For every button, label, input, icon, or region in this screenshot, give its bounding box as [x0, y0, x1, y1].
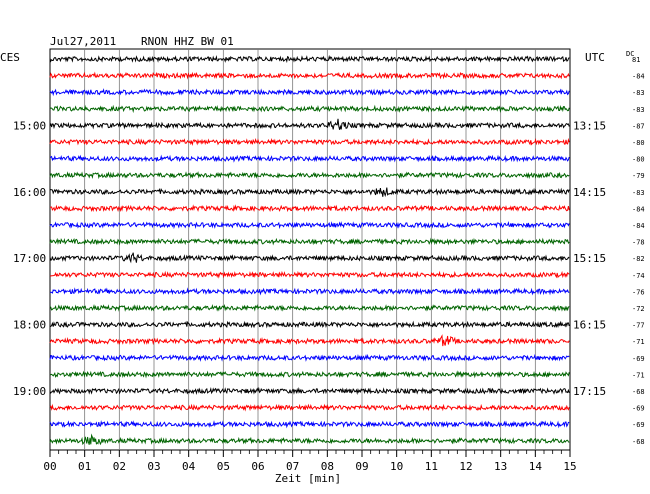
left-hour-label: 17:00 [13, 252, 46, 265]
left-hour-label: 15:00 [13, 119, 46, 132]
dc-offset-label: -84 [632, 222, 645, 230]
dc-header-label: DC [626, 50, 634, 58]
x-tick-label: 12 [459, 460, 472, 473]
seismic-trace [49, 303, 570, 312]
x-tick-label: 00 [43, 460, 56, 473]
dc-offset-label: -69 [632, 405, 645, 413]
x-tick-label: 02 [113, 460, 126, 473]
seismic-trace [49, 221, 570, 230]
dc-offset-label: -68 [632, 438, 645, 446]
right-time-label: 16:15 [573, 319, 606, 332]
right-time-label: 15:15 [573, 252, 606, 265]
chart-date: Jul27,2011 [50, 35, 116, 48]
seismic-trace [49, 204, 570, 213]
dc-offset-label: -83 [632, 89, 645, 97]
dc-offset-label: -69 [632, 355, 645, 363]
x-tick-label: 14 [529, 460, 543, 473]
row-labels: 15:00 16:00 17:00 18:00 19:00 13:15 14:15 15:15… [13, 56, 645, 446]
x-tick-label: 15 [563, 460, 576, 473]
seismic-trace [49, 420, 570, 429]
right-time-label: 14:15 [573, 186, 606, 199]
vertical-grid [84, 49, 536, 450]
seismic-trace [49, 118, 570, 130]
dc-offset-label: -80 [632, 156, 645, 164]
x-tick-label: 04 [182, 460, 196, 473]
left-hour-label: 19:00 [13, 385, 46, 398]
dc-offset-label: -71 [632, 371, 645, 379]
x-tick-label: 01 [78, 460, 91, 473]
seismic-trace [49, 320, 570, 329]
seismic-trace [49, 403, 570, 412]
x-tick-label: 07 [286, 460, 299, 473]
dc-offset-label: -82 [632, 255, 645, 263]
x-tick-label: 06 [251, 460, 264, 473]
seismic-trace [49, 334, 570, 347]
x-tick-label: 13 [494, 460, 507, 473]
left-timezone-label: CES [0, 51, 20, 64]
dc-offset-label: -84 [632, 73, 645, 81]
dc-offset-label: -87 [632, 122, 645, 130]
dc-offset-label: -83 [632, 189, 645, 197]
x-axis: 00 01 02 03 04 05 06 07 08 09 10 11 12 13 14 15 [43, 450, 577, 473]
seismic-trace [49, 237, 570, 246]
x-tick-label: 08 [321, 460, 334, 473]
x-tick-label: 09 [355, 460, 368, 473]
left-hour-label: 16:00 [13, 186, 46, 199]
dc-offset-label: -77 [632, 322, 645, 330]
dc-offset-label: -72 [632, 305, 645, 313]
seismic-trace [49, 71, 570, 80]
dc-offset-label: -84 [632, 205, 645, 213]
x-tick-label: 05 [217, 460, 230, 473]
left-hour-label: 18:00 [13, 319, 46, 332]
right-time-label: 17:15 [573, 385, 606, 398]
seismic-trace [49, 54, 570, 64]
dc-offset-label: -78 [632, 239, 645, 247]
seismic-trace [49, 187, 570, 198]
seismic-trace [49, 88, 570, 97]
seismic-trace [49, 252, 570, 264]
x-tick-label: 03 [147, 460, 160, 473]
dc-offset-label: -74 [632, 272, 645, 280]
dc-offset-label: -79 [632, 172, 645, 180]
seismic-trace [49, 386, 570, 395]
right-time-label: 13:15 [573, 119, 606, 132]
dc-offset-label: -71 [632, 338, 645, 346]
dc-offset-label: -68 [632, 388, 645, 396]
x-tick-label: 11 [425, 460, 438, 473]
right-timezone-label: UTC [585, 51, 605, 64]
dc-offset-label: 81 [632, 56, 640, 64]
dc-offset-label: -80 [632, 139, 645, 147]
seismic-trace [49, 270, 570, 279]
seismic-trace [49, 370, 570, 379]
seismic-trace [49, 287, 570, 296]
dc-offset-label: -83 [632, 106, 645, 114]
x-axis-label: Zeit [min] [275, 472, 341, 485]
seismic-trace [49, 433, 570, 446]
dc-offset-label: -76 [632, 288, 645, 296]
chart-station: RNON HHZ BW 01 [141, 35, 234, 48]
seismic-trace [49, 137, 570, 146]
seismic-trace [49, 104, 570, 114]
seismic-traces [49, 54, 570, 446]
seismic-trace [49, 154, 570, 163]
plot-frame [49, 48, 571, 451]
seismic-trace [49, 353, 570, 362]
x-tick-label: 10 [390, 460, 403, 473]
seismic-trace [49, 171, 570, 180]
dc-offset-label: -69 [632, 421, 645, 429]
